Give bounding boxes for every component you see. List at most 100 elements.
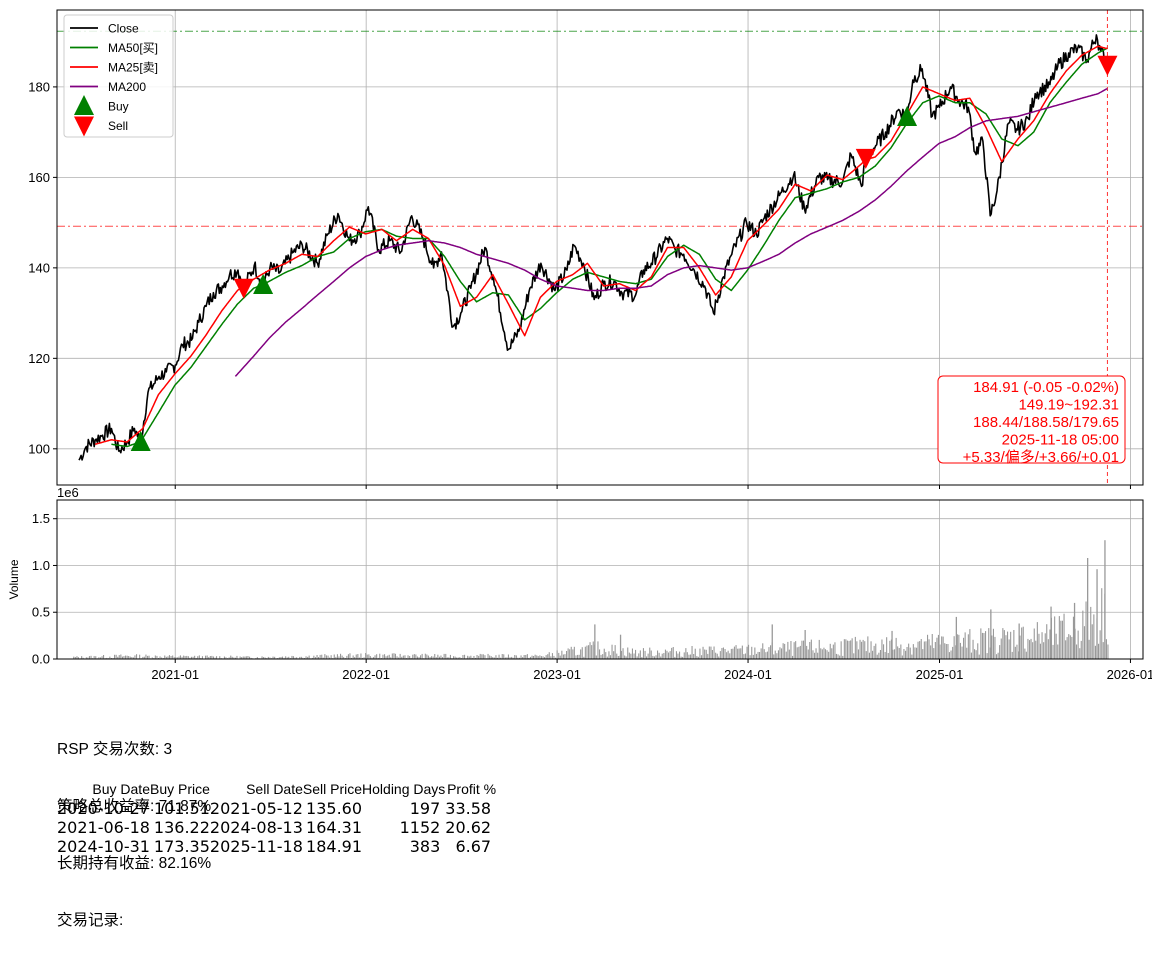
volume-bar bbox=[329, 657, 331, 659]
volume-bar bbox=[459, 657, 461, 659]
volume-bar bbox=[635, 649, 637, 659]
volume-bar bbox=[493, 657, 495, 659]
legend-swatch-buy bbox=[74, 95, 94, 115]
volume-bar bbox=[686, 652, 688, 659]
volume-bar bbox=[409, 656, 411, 659]
volume-bar bbox=[564, 654, 566, 659]
volume-bar bbox=[628, 652, 630, 659]
volume-bar bbox=[588, 645, 590, 659]
volume-bar bbox=[953, 636, 955, 659]
volume-bar bbox=[103, 655, 105, 659]
price-y-tick-label: 100 bbox=[28, 441, 50, 456]
volume-bar bbox=[76, 656, 78, 659]
volume-bar bbox=[322, 657, 324, 659]
volume-bar bbox=[373, 657, 375, 659]
volume-bar bbox=[302, 657, 304, 659]
info-annotation: 184.91 (-0.05 -0.02%)149.19~192.31188.44… bbox=[937, 375, 1126, 466]
volume-x-tick-label: 2022-01 bbox=[342, 667, 390, 682]
volume-bar bbox=[522, 657, 524, 659]
volume-bar bbox=[467, 655, 469, 659]
volume-bar bbox=[837, 654, 839, 659]
volume-bar bbox=[487, 653, 489, 659]
volume-bar bbox=[154, 655, 156, 659]
volume-bar bbox=[900, 644, 902, 659]
volume-bar bbox=[442, 657, 444, 659]
volume-bar bbox=[584, 646, 586, 659]
volume-bar bbox=[1091, 624, 1093, 659]
volume-bar bbox=[517, 657, 519, 659]
volume-bar bbox=[479, 653, 481, 659]
volume-bar bbox=[978, 654, 980, 659]
volume-bar bbox=[685, 648, 687, 659]
volume-bar bbox=[895, 637, 897, 659]
volume-bar bbox=[443, 653, 445, 659]
volume-bar bbox=[503, 654, 505, 659]
volume-x-tick-label: 2024-01 bbox=[724, 667, 772, 682]
volume-bar bbox=[90, 655, 92, 659]
volume-bar-spike bbox=[771, 624, 773, 659]
volume-bar bbox=[605, 652, 607, 659]
volume-bar bbox=[357, 654, 359, 659]
volume-bar bbox=[1011, 651, 1013, 659]
volume-bar bbox=[591, 645, 593, 659]
volume-bar bbox=[919, 641, 921, 659]
chart-canvas: 100 120 140 160 180 Close MA50[买] MA25[卖] MA200 B… bbox=[7, 9, 1152, 682]
volume-bar bbox=[208, 657, 210, 659]
volume-bar bbox=[249, 656, 251, 659]
volume-bar bbox=[759, 652, 761, 659]
volume-bar bbox=[740, 648, 742, 659]
volume-bar bbox=[181, 656, 183, 659]
volume-bar bbox=[609, 655, 611, 659]
volume-bar bbox=[641, 657, 643, 659]
volume-bar bbox=[319, 654, 321, 659]
volume-bar bbox=[98, 657, 100, 659]
header-holding-days: Holding Days bbox=[362, 781, 446, 797]
volume-bar bbox=[201, 656, 203, 659]
volume-bar bbox=[735, 645, 737, 659]
volume-bar bbox=[184, 656, 186, 659]
volume-bar bbox=[318, 657, 320, 659]
volume-bar bbox=[905, 650, 907, 659]
volume-bar bbox=[972, 639, 974, 659]
volume-bar bbox=[1098, 643, 1100, 659]
volume-bar bbox=[209, 656, 211, 659]
volume-bar bbox=[387, 655, 389, 659]
volume-bar bbox=[969, 629, 971, 659]
volume-bar bbox=[291, 655, 293, 659]
volume-bar bbox=[1083, 626, 1085, 659]
buy-date-cell: 2024-10-31 bbox=[57, 837, 150, 856]
volume-bar bbox=[815, 648, 817, 659]
volume-bar bbox=[749, 655, 751, 659]
volume-bar bbox=[159, 656, 161, 659]
volume-bar bbox=[134, 655, 136, 659]
volume-bar bbox=[650, 650, 652, 659]
volume-scale-label: 1e6 bbox=[57, 485, 79, 500]
volume-bar bbox=[770, 645, 772, 659]
volume-bar bbox=[231, 656, 233, 659]
volume-bar bbox=[413, 654, 415, 659]
volume-bar bbox=[842, 655, 844, 659]
volume-bar bbox=[941, 636, 943, 659]
volume-x-tick-label: 2025-01 bbox=[916, 667, 964, 682]
volume-bar bbox=[351, 657, 353, 659]
volume-bar bbox=[228, 657, 230, 659]
volume-bar-spike bbox=[1087, 558, 1089, 659]
volume-bar bbox=[796, 647, 798, 659]
volume-bar-spike bbox=[1050, 606, 1052, 659]
volume-bar bbox=[509, 657, 511, 659]
volume-bar bbox=[1043, 642, 1045, 659]
series-line-ma50 bbox=[111, 47, 1108, 448]
info-annotation-line: 2025-11-18 05:00 bbox=[1002, 432, 1119, 449]
volume-bar bbox=[292, 656, 294, 659]
volume-bar-spike bbox=[1018, 623, 1020, 659]
volume-bar bbox=[1060, 620, 1062, 659]
volume-bar bbox=[324, 654, 326, 659]
volume-bar bbox=[611, 644, 613, 659]
volume-bar bbox=[1010, 631, 1012, 659]
volume-bar bbox=[721, 648, 723, 659]
volume-bar bbox=[520, 655, 522, 659]
volume-bar bbox=[567, 648, 569, 659]
volume-bar bbox=[390, 657, 392, 659]
volume-bar bbox=[1033, 628, 1035, 659]
volume-y-tick-label: 0.5 bbox=[32, 605, 50, 620]
